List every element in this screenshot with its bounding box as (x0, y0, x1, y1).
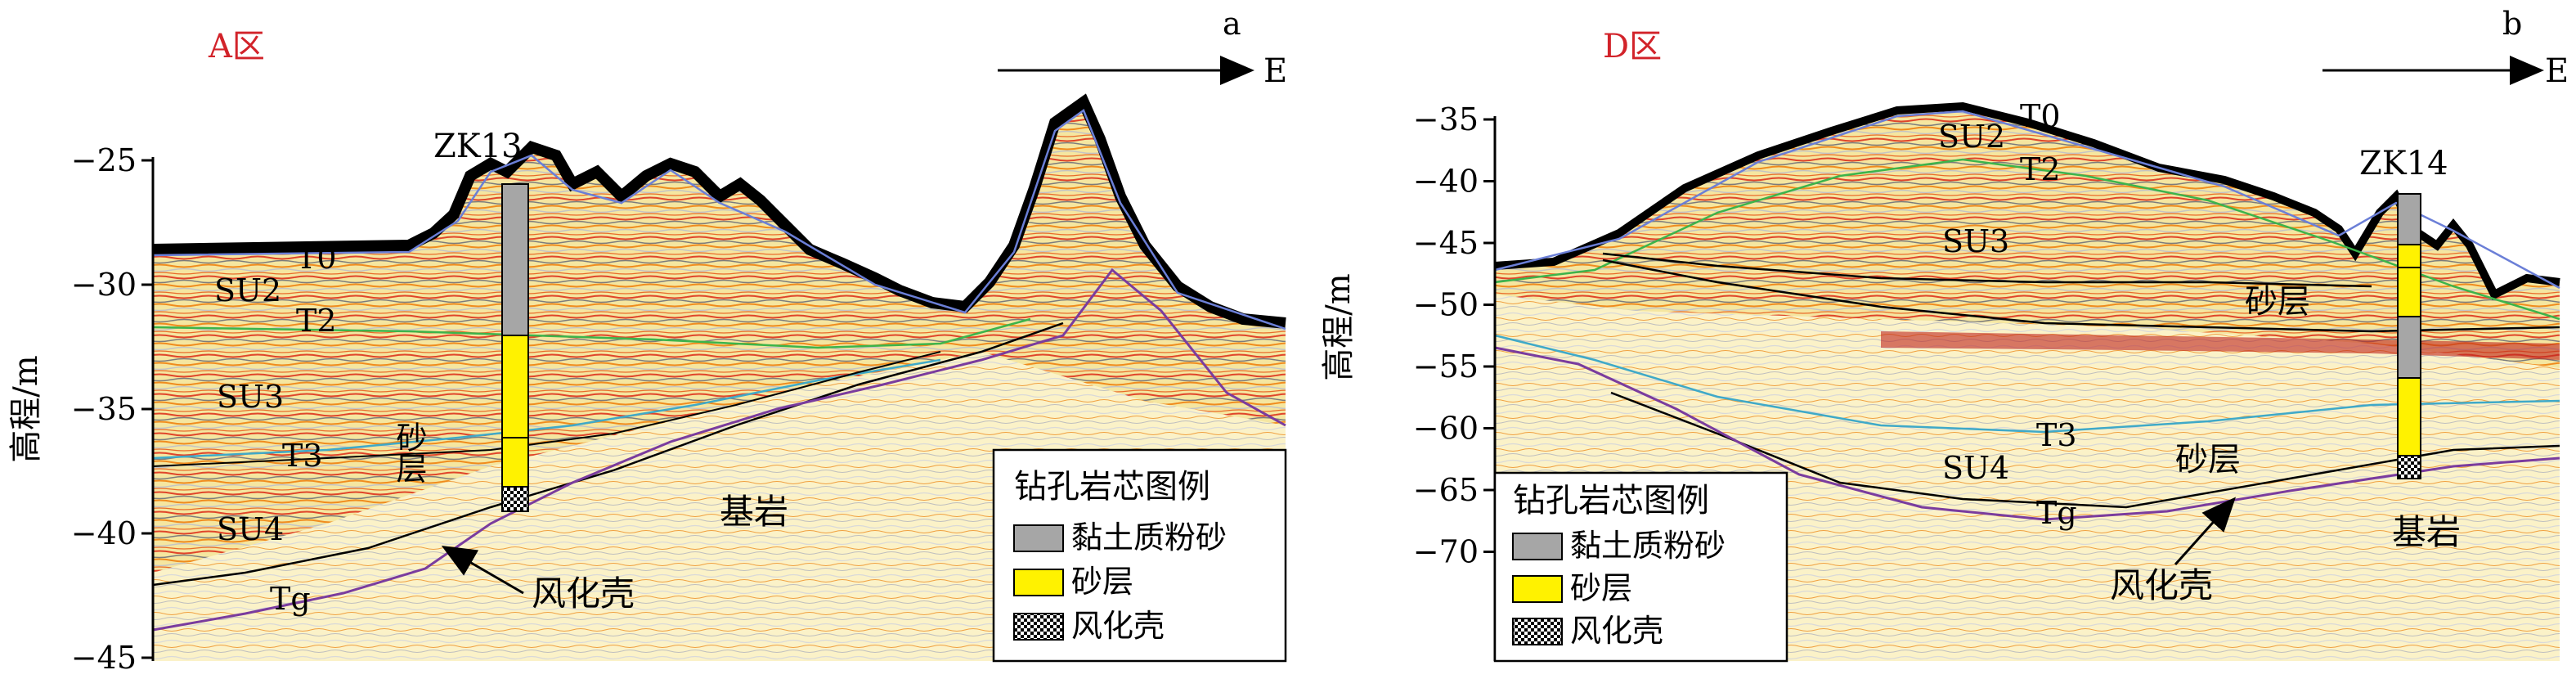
y-tick-label-a: −25 (71, 142, 137, 178)
legend-item-clay-b: 黏土质粉砂 (1570, 528, 1726, 564)
legend-item-weathered-b: 风化壳 (1570, 613, 1663, 649)
borehole-label-b: ZK14 (2359, 145, 2448, 182)
seismic-upper-b (1495, 106, 2560, 368)
weathered-label-a: 风化壳 (532, 573, 635, 614)
horizon-label-tg-b: Tg (2036, 495, 2077, 531)
horizon-label-t3-b: T3 (2036, 417, 2077, 453)
y-tick-label-b: −40 (1413, 164, 1479, 200)
borehole-sand-a (501, 335, 529, 438)
horizon-tg-line-a (152, 268, 1286, 632)
horizon-label-t3-a: T3 (282, 438, 323, 474)
y-tick-label-b: −55 (1413, 348, 1479, 384)
y-tick-label-a: −40 (71, 515, 137, 551)
legend-swatch-clay-a (1013, 524, 1064, 552)
legend-title-a: 钻孔岩芯图例 (1014, 468, 1210, 506)
corner-label-a: a (1223, 6, 1241, 42)
horizon-t3-line-b (1494, 334, 2560, 434)
unit-label-su2-a: SU2 (214, 272, 281, 308)
panel-b: D区 b E −35 −40 −45 −50 −55 −60 −65 −70 高程/m ZK1… (1320, 6, 2569, 663)
corner-label-b: b (2502, 6, 2522, 42)
legend-swatch-weathered-a (1013, 613, 1064, 641)
legend-swatch-clay-b (1512, 533, 1563, 560)
panel-a: A区 a E −25−30−35−40−45 高程/m ZK13 T0 SU2 … (7, 6, 1287, 676)
horizon-t3-line-a (152, 358, 941, 460)
y-ticks-b: −35 −40 −45 −50 −55 −60 −65 −70 (1413, 101, 1495, 570)
sand-label-a: 砂层 (391, 421, 427, 483)
horizon-label-tg-a: Tg (270, 581, 311, 617)
legend-a: 钻孔岩芯图例 黏土质粉砂 砂层 风化壳 (992, 448, 1287, 663)
sand-label-upper-b: 砂层 (2245, 283, 2310, 321)
y-tick-label-b: −35 (1413, 101, 1479, 137)
borehole-clay-a (501, 183, 529, 336)
weathered-arrow-a (441, 545, 524, 595)
sand-top-line-b (1602, 252, 2372, 288)
unit-label-su3-a: SU3 (217, 379, 284, 415)
y-tick-label-a: −35 (71, 391, 137, 427)
borehole-sand-2-b (2397, 267, 2421, 317)
horizon-label-t0-a: T0 (296, 240, 337, 276)
weathered-label-b: 风化壳 (2110, 565, 2213, 605)
horizon-t0-line-a (152, 109, 1286, 331)
unit-label-su4-a: SU4 (217, 511, 284, 547)
horizon-t2-line-b (1494, 158, 2560, 321)
region-label-a: A区 (208, 28, 265, 65)
borehole-clay-mid-b (2397, 316, 2421, 379)
seismic-upper-a (153, 102, 1286, 573)
mid-reflector-band-b (1881, 331, 2560, 360)
legend-item-weathered-a: 风化壳 (1071, 608, 1165, 644)
sand-top-line-a (152, 351, 941, 467)
horizon-label-t2-b: T2 (2020, 151, 2061, 187)
legend-title-b: 钻孔岩芯图例 (1513, 482, 1709, 519)
borehole-weathered-b (2397, 455, 2421, 479)
seafloor-reflector-b (1494, 101, 2560, 300)
unit-label-su2-b: SU2 (1938, 119, 2005, 155)
borehole-clay-top-b (2397, 193, 2421, 245)
y-tick-label-b: −45 (1413, 225, 1479, 261)
borehole-sand-1-b (2397, 244, 2421, 268)
legend-swatch-sand-b (1512, 575, 1563, 603)
y-ticks-a: −25 −30 −35 −40 −45 (71, 142, 153, 676)
y-tick-label-b: −50 (1413, 287, 1479, 323)
legend-item-sand-a: 砂层 (1071, 564, 1133, 600)
legend-item-clay-a: 黏土质粉砂 (1071, 519, 1227, 555)
direction-label-b: E (2545, 52, 2569, 90)
horizon-label-t2-a: T2 (296, 303, 337, 339)
borehole-sand-3-b (2397, 377, 2421, 456)
borehole-weathered-a (501, 486, 529, 512)
y-axis-label-b: 高程/m (1320, 273, 1358, 380)
y-tick-label-b: −70 (1413, 534, 1479, 570)
horizon-tg-line-b (1494, 346, 2560, 521)
sand-base-line-b (1602, 259, 2560, 333)
legend-swatch-weathered-b (1512, 618, 1563, 645)
y-axis-label-a: 高程/m (7, 355, 45, 462)
borehole-sand-lower-a (501, 437, 529, 488)
legend-item-sand-b: 砂层 (1570, 570, 1632, 606)
borehole-label-a: ZK13 (433, 128, 523, 165)
weathered-arrow-b (2174, 497, 2237, 566)
y-tick-label-b: −65 (1413, 472, 1479, 508)
y-tick-label-b: −60 (1413, 411, 1479, 447)
sand-label-lower-b: 砂层 (2175, 441, 2241, 479)
y-tick-label-a: −30 (71, 267, 137, 303)
sand-base-line-a (152, 322, 1064, 587)
bedrock-label-b: 基岩 (2392, 512, 2461, 552)
unit-label-su3-b: SU3 (1942, 223, 2009, 259)
direction-label-a: E (1263, 52, 1287, 90)
horizon-t2-line-a (152, 317, 1031, 349)
seafloor-reflector-a (152, 93, 1286, 329)
region-label-b: D区 (1603, 28, 1662, 65)
legend-b: 钻孔岩芯图例 黏土质粉砂 砂层 风化壳 (1493, 471, 1788, 663)
unit-label-su4-b: SU4 (1942, 450, 2009, 486)
bedrock-label-a: 基岩 (720, 492, 788, 532)
horizon-label-t0-b: T0 (2020, 98, 2061, 134)
y-tick-label-a: −45 (71, 640, 137, 676)
legend-swatch-sand-a (1013, 569, 1064, 596)
